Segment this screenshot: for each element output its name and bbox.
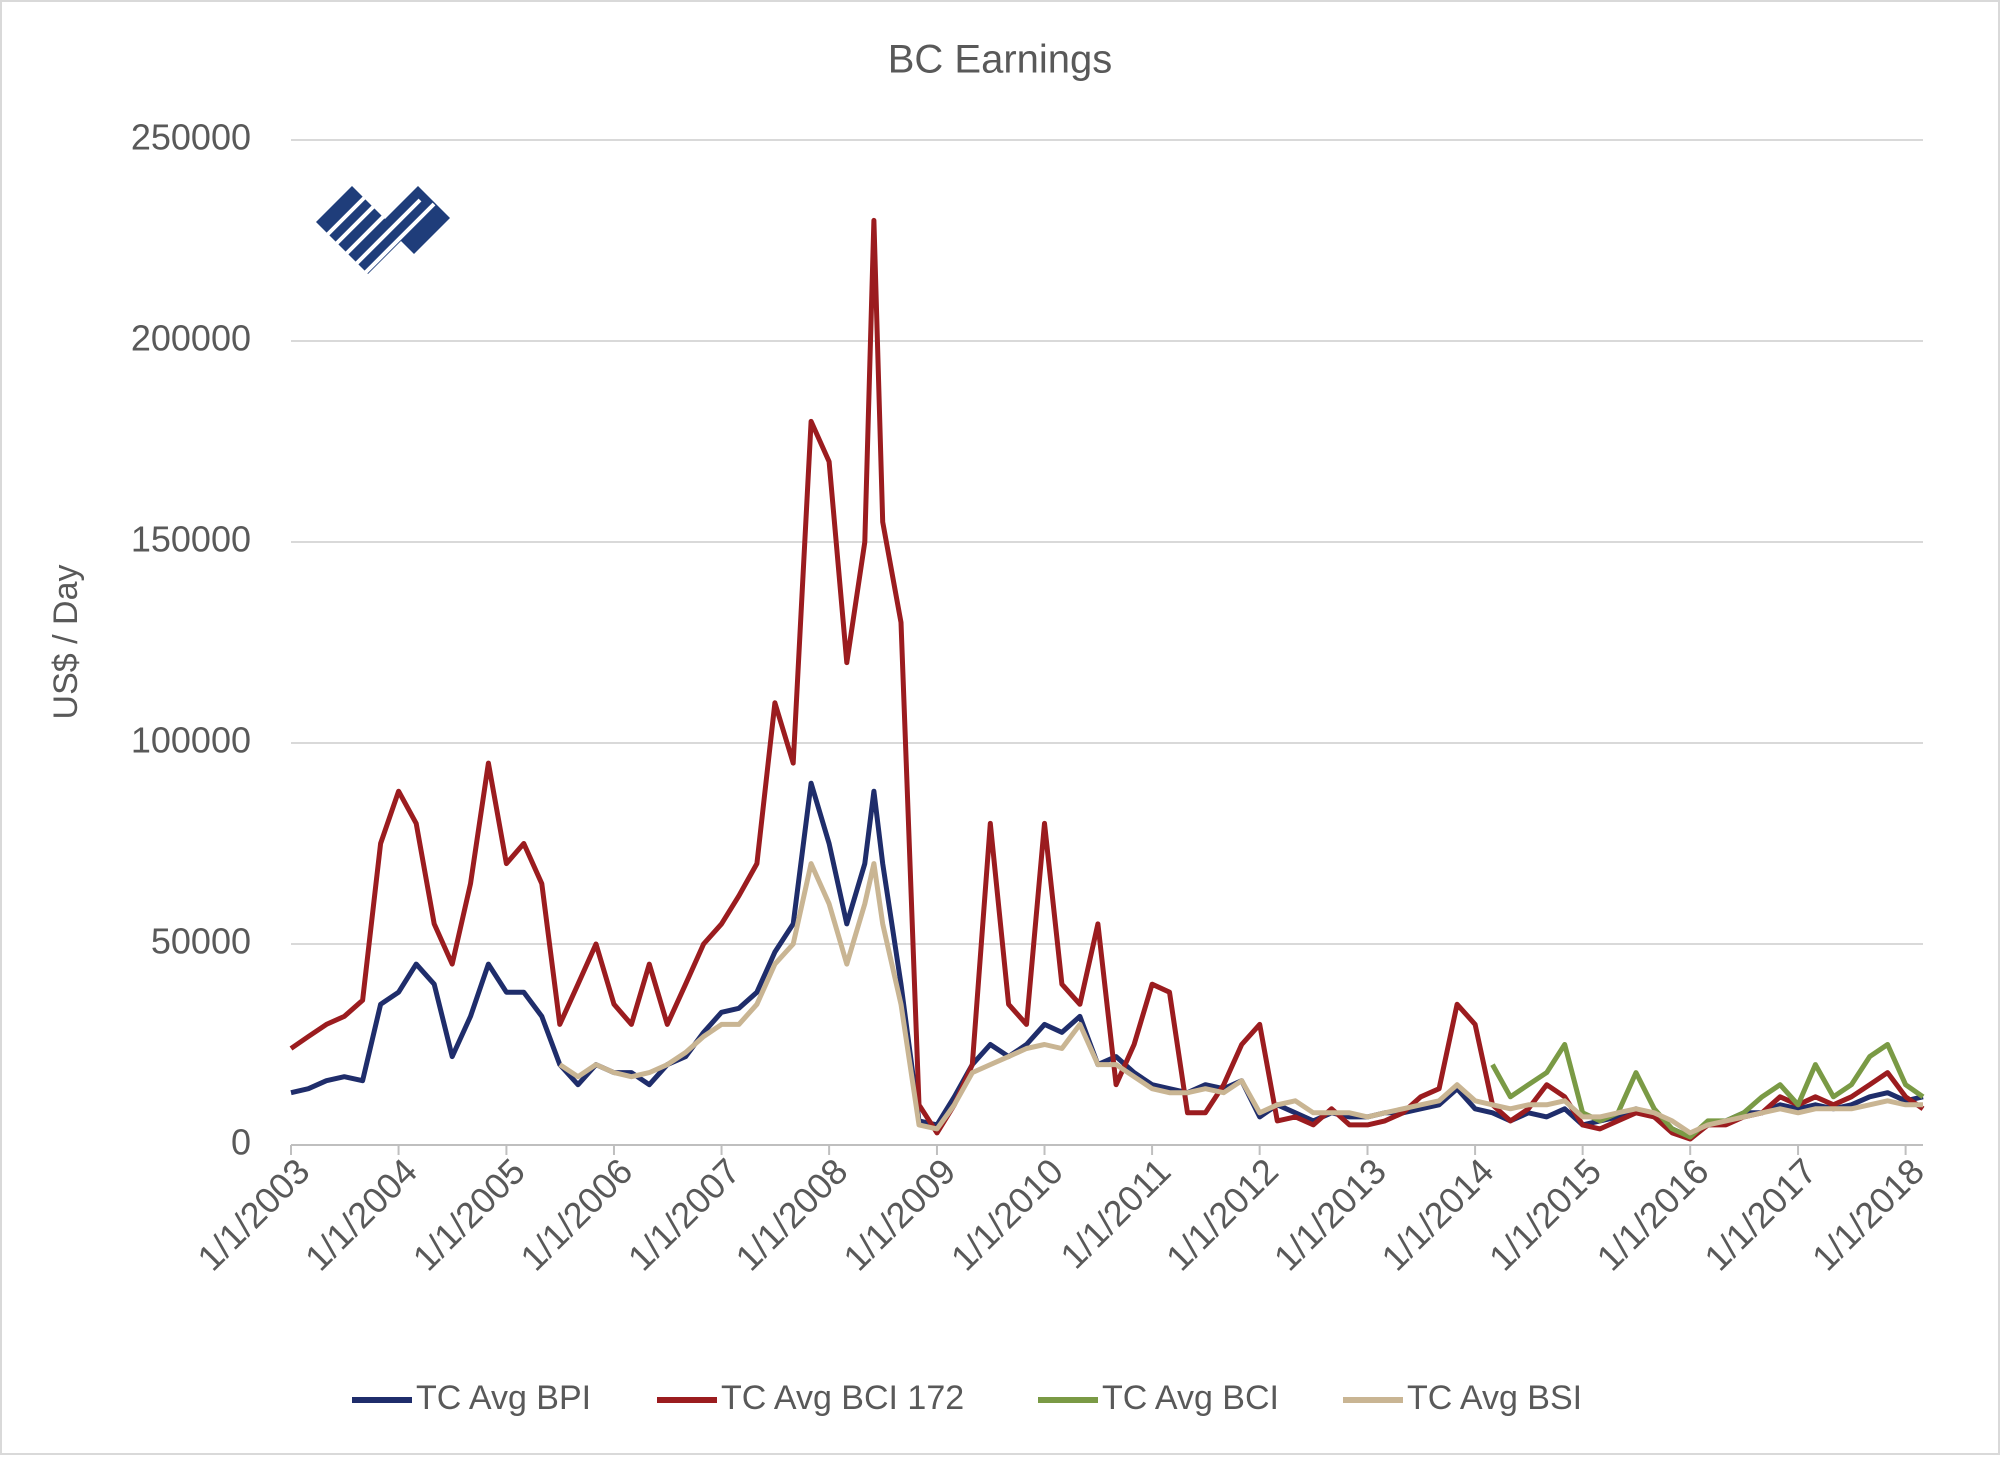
y-axis-label: US$ / Day [47,565,85,720]
legend-label: TC Avg BCI 172 [721,1379,964,1417]
y-tick-label: 250000 [131,117,251,158]
y-tick-label: 50000 [151,921,251,962]
logo [316,182,450,280]
y-tick-label: 200000 [131,318,251,359]
y-tick-label: 100000 [131,720,251,761]
y-tick-label: 0 [231,1122,251,1163]
chart-title: BC Earnings [888,38,1113,82]
series-line [558,861,1923,1136]
y-tick-label: 150000 [131,519,251,560]
series-line [289,217,1925,1142]
legend-label: TC Avg BSI [1407,1379,1582,1417]
series-line [1490,1042,1925,1140]
legend-label: TC Avg BCI [1102,1379,1279,1417]
legend-label: TC Avg BPI [416,1379,591,1417]
